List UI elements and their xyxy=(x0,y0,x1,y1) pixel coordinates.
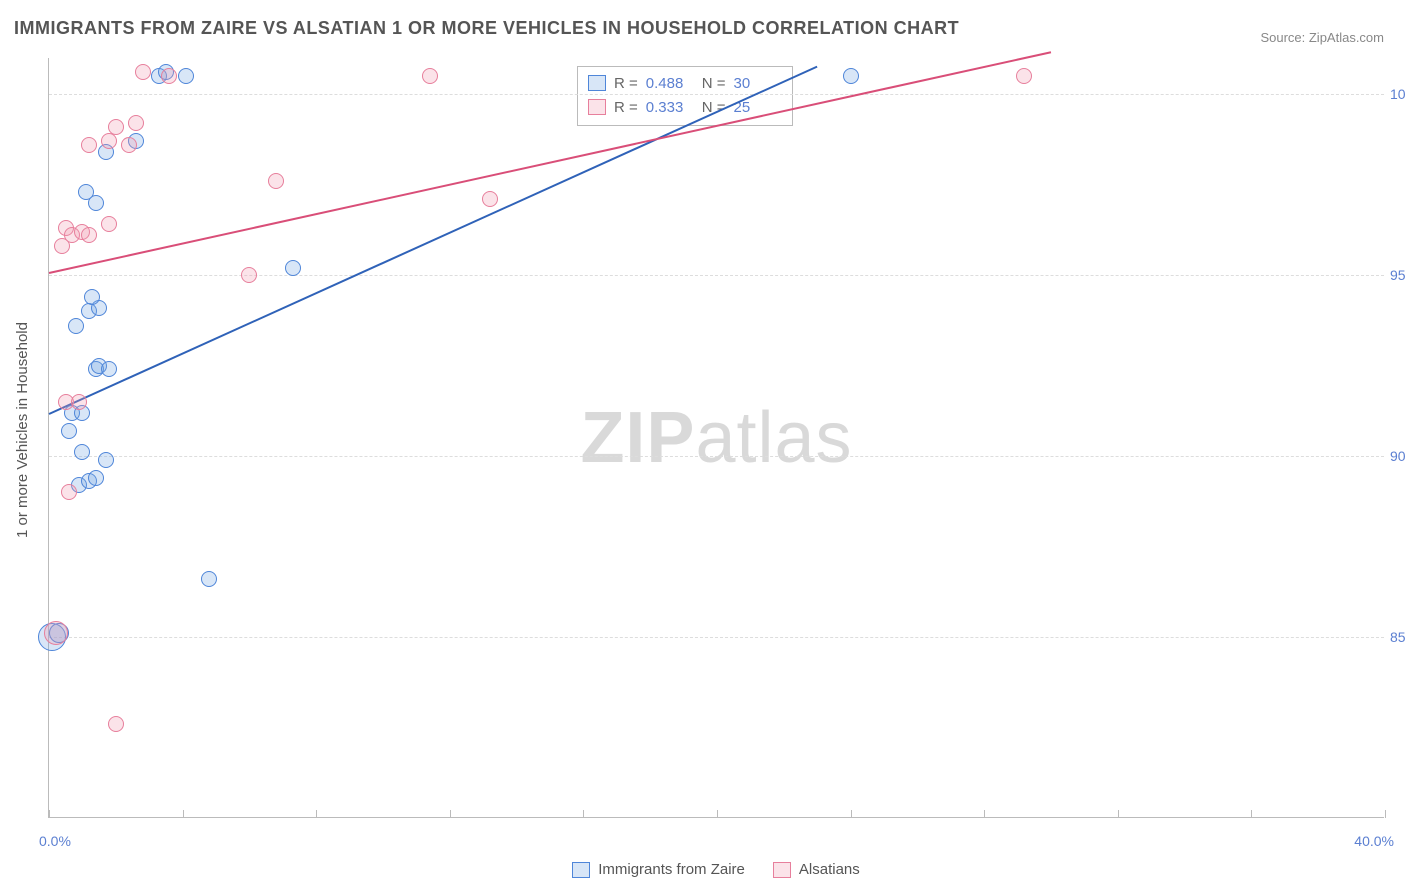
swatch-zaire xyxy=(588,75,606,91)
scatter-plot: ZIPatlas R = 0.488N = 30R = 0.333N = 25 … xyxy=(48,58,1384,818)
data-point-alsatians xyxy=(81,227,97,243)
source-value: ZipAtlas.com xyxy=(1309,30,1384,45)
x-tick-mark xyxy=(450,810,451,818)
data-point-alsatians xyxy=(1016,68,1032,84)
data-point-zaire xyxy=(88,470,104,486)
x-tick-mark xyxy=(49,810,50,818)
stat-r-value: 0.488 xyxy=(646,75,694,92)
x-tick-mark xyxy=(316,810,317,818)
legend-label: Immigrants from Zaire xyxy=(598,861,745,878)
data-point-zaire xyxy=(74,444,90,460)
legend-swatch-zaire xyxy=(572,862,590,878)
stat-r-value: 0.333 xyxy=(646,99,694,116)
y-tick-label: 90.0% xyxy=(1390,448,1406,464)
data-point-alsatians xyxy=(44,621,68,645)
chart-title: IMMIGRANTS FROM ZAIRE VS ALSATIAN 1 OR M… xyxy=(14,18,959,39)
x-tick-mark xyxy=(717,810,718,818)
data-point-alsatians xyxy=(161,68,177,84)
data-point-alsatians xyxy=(268,173,284,189)
swatch-alsatians xyxy=(588,99,606,115)
data-point-alsatians xyxy=(71,394,87,410)
data-point-alsatians xyxy=(108,716,124,732)
legend-swatch-alsatians xyxy=(773,862,791,878)
data-point-alsatians xyxy=(135,64,151,80)
data-point-alsatians xyxy=(128,115,144,131)
data-point-zaire xyxy=(98,452,114,468)
x-tick-mark xyxy=(583,810,584,818)
x-tick-mark xyxy=(984,810,985,818)
data-point-zaire xyxy=(61,423,77,439)
data-point-zaire xyxy=(285,260,301,276)
legend-item-zaire: Immigrants from Zaire xyxy=(572,861,745,878)
trend-line-alsatians xyxy=(49,51,1051,274)
data-point-zaire xyxy=(101,361,117,377)
x-tick-mark xyxy=(1251,810,1252,818)
data-point-alsatians xyxy=(61,484,77,500)
legend-item-alsatians: Alsatians xyxy=(773,861,860,878)
data-point-zaire xyxy=(78,184,94,200)
data-point-alsatians xyxy=(101,133,117,149)
legend-label: Alsatians xyxy=(799,861,860,878)
x-tick-mark xyxy=(183,810,184,818)
gridline xyxy=(49,94,1384,95)
x-tick-mark xyxy=(1118,810,1119,818)
watermark: ZIPatlas xyxy=(580,397,852,479)
trend-line-zaire xyxy=(49,65,818,414)
gridline xyxy=(49,456,1384,457)
stats-row-alsatians: R = 0.333N = 25 xyxy=(588,95,782,119)
data-point-alsatians xyxy=(108,119,124,135)
stat-r-label: R = xyxy=(614,75,638,92)
data-point-zaire xyxy=(68,318,84,334)
y-axis-title: 1 or more Vehicles in Household xyxy=(14,322,31,538)
source-label: Source: xyxy=(1260,30,1308,45)
data-point-alsatians xyxy=(241,267,257,283)
data-point-zaire xyxy=(843,68,859,84)
data-point-alsatians xyxy=(101,216,117,232)
watermark-bold: ZIP xyxy=(580,398,695,478)
series-legend: Immigrants from Zaire Alsatians xyxy=(48,861,1384,878)
data-point-alsatians xyxy=(121,137,137,153)
x-tick-mark xyxy=(1385,810,1386,818)
data-point-alsatians xyxy=(422,68,438,84)
gridline xyxy=(49,637,1384,638)
x-axis-min-label: 0.0% xyxy=(39,833,71,849)
data-point-zaire xyxy=(178,68,194,84)
x-axis-max-label: 40.0% xyxy=(1354,833,1394,849)
stat-r-label: R = xyxy=(614,99,638,116)
source-attribution: Source: ZipAtlas.com xyxy=(1260,30,1384,45)
data-point-alsatians xyxy=(482,191,498,207)
data-point-alsatians xyxy=(81,137,97,153)
watermark-light: atlas xyxy=(695,398,852,478)
data-point-zaire xyxy=(201,571,217,587)
y-tick-label: 100.0% xyxy=(1390,86,1406,102)
y-tick-label: 85.0% xyxy=(1390,629,1406,645)
stat-n-value: 30 xyxy=(734,75,782,92)
stats-row-zaire: R = 0.488 N = 30 xyxy=(588,71,782,95)
x-tick-mark xyxy=(851,810,852,818)
data-point-zaire xyxy=(84,289,100,305)
stat-n-label: N = xyxy=(702,75,726,92)
y-tick-label: 95.0% xyxy=(1390,267,1406,283)
